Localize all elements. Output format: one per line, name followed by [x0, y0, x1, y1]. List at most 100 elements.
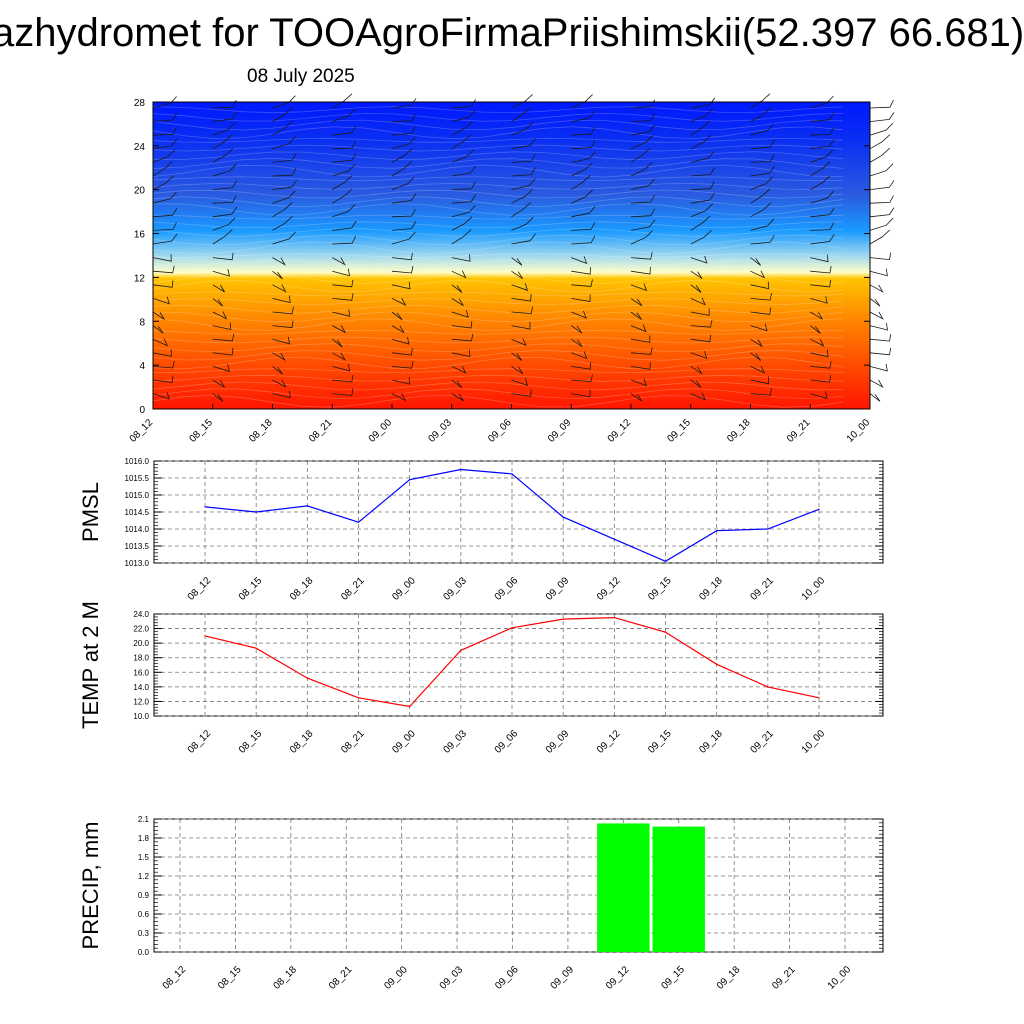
wind-barb — [511, 167, 536, 177]
wind-barb — [451, 298, 464, 307]
wind-barb — [750, 293, 772, 301]
wind-barb — [391, 377, 411, 385]
wind-barb — [869, 134, 891, 150]
wind-barb — [690, 351, 708, 359]
wind-barb — [511, 202, 532, 218]
wind-barb — [152, 360, 175, 369]
wind-barb — [571, 110, 596, 122]
wind-barb — [869, 298, 881, 307]
wind-barb — [750, 123, 775, 136]
wind-barb — [810, 325, 821, 334]
wind-barb — [451, 379, 463, 389]
wind-barb — [690, 108, 714, 122]
wind-barb — [451, 365, 467, 374]
x-tick-label: 08_18 — [247, 417, 275, 445]
x-tick-label: 09_21 — [770, 964, 798, 992]
wind-barb — [690, 284, 702, 293]
data-point — [357, 521, 360, 523]
wind-barb — [511, 257, 523, 266]
wind-barb — [451, 121, 473, 136]
y-tick-label: 0.9 — [138, 891, 150, 900]
wind-barb — [810, 296, 828, 304]
wind-barb — [750, 352, 762, 361]
wind-barb — [571, 362, 591, 370]
contour-line — [152, 221, 844, 229]
wind-barb — [571, 162, 593, 177]
wind-barb — [272, 153, 297, 163]
wind-barb — [810, 95, 834, 109]
wind-barb — [152, 191, 177, 204]
x-tick-label: 09_09 — [549, 964, 577, 992]
x-tick-label: 10_00 — [800, 575, 828, 603]
wind-barb — [511, 94, 533, 109]
data-point — [664, 631, 667, 633]
wind-barb — [212, 284, 225, 293]
cross-section-panel: 0 4 8 12 16 20 24 28 08_12 08_15 08_18 08_21 09_00 09… — [128, 93, 895, 445]
wind-barb — [332, 374, 354, 383]
y-tick-label: 1013.5 — [125, 542, 150, 551]
wind-barb — [212, 393, 224, 402]
wind-barb — [810, 139, 835, 150]
wind-barb — [451, 309, 469, 318]
wind-barb — [571, 310, 587, 319]
data-point — [357, 697, 360, 699]
wind-barb — [810, 222, 835, 231]
wind-barb — [571, 325, 583, 334]
wind-barb — [511, 338, 527, 347]
y-tick-label: 12 — [134, 273, 146, 284]
x-tick-label: 09_18 — [697, 728, 725, 756]
wind-barb — [750, 154, 775, 163]
wind-barb — [152, 96, 177, 109]
wind-barb — [571, 126, 596, 136]
wind-barb — [332, 338, 343, 348]
contour-line — [152, 157, 844, 169]
wind-barb — [212, 379, 225, 388]
contour-line — [152, 356, 844, 370]
wind-barb — [511, 366, 524, 375]
contour-line — [152, 368, 844, 374]
wind-barb — [571, 389, 591, 398]
wind-barb — [810, 127, 835, 136]
data-point — [204, 635, 206, 637]
contour-line — [152, 259, 844, 267]
wind-barb — [451, 320, 473, 329]
wind-barb — [391, 311, 403, 321]
wind-barb — [332, 363, 351, 372]
wind-barb — [511, 293, 532, 302]
wind-barb — [152, 138, 178, 150]
x-tick-label: 09_03 — [442, 575, 470, 603]
contour-line — [152, 318, 844, 331]
x-tick-label: 09_03 — [426, 417, 454, 445]
wind-barb — [869, 363, 888, 372]
wind-barb — [332, 279, 354, 288]
wind-barb — [272, 320, 294, 329]
data-point — [767, 528, 769, 530]
wind-barb — [630, 162, 653, 177]
wind-barb — [690, 308, 710, 316]
wind-barb — [690, 270, 703, 279]
x-tick-label: 08_12 — [161, 964, 189, 992]
data-point — [716, 530, 718, 532]
x-tick-label: 09_15 — [646, 728, 674, 756]
wind-barb — [212, 111, 238, 122]
x-tick-label: 10_00 — [800, 728, 828, 756]
wind-barb — [332, 220, 357, 231]
wind-barb — [690, 120, 711, 136]
wind-barb — [571, 140, 596, 150]
x-tick-label: 09_21 — [749, 728, 777, 756]
wind-barb — [451, 254, 471, 262]
x-tick-label: 09_18 — [697, 575, 725, 603]
wind-barb — [810, 149, 834, 163]
wind-barb — [212, 163, 237, 177]
wind-barb — [750, 218, 775, 231]
wind-barb — [810, 207, 835, 218]
y-tick-label: 1.8 — [138, 834, 150, 843]
wind-barb — [272, 216, 293, 231]
plot-frame — [153, 818, 884, 953]
wind-barb — [451, 134, 472, 150]
x-tick-label: 08_21 — [307, 417, 335, 445]
y-tick-label: 1013.0 — [125, 559, 150, 568]
y-axis-label: PMSL — [78, 482, 103, 542]
wind-barb — [391, 252, 413, 261]
wind-barb — [571, 205, 596, 218]
